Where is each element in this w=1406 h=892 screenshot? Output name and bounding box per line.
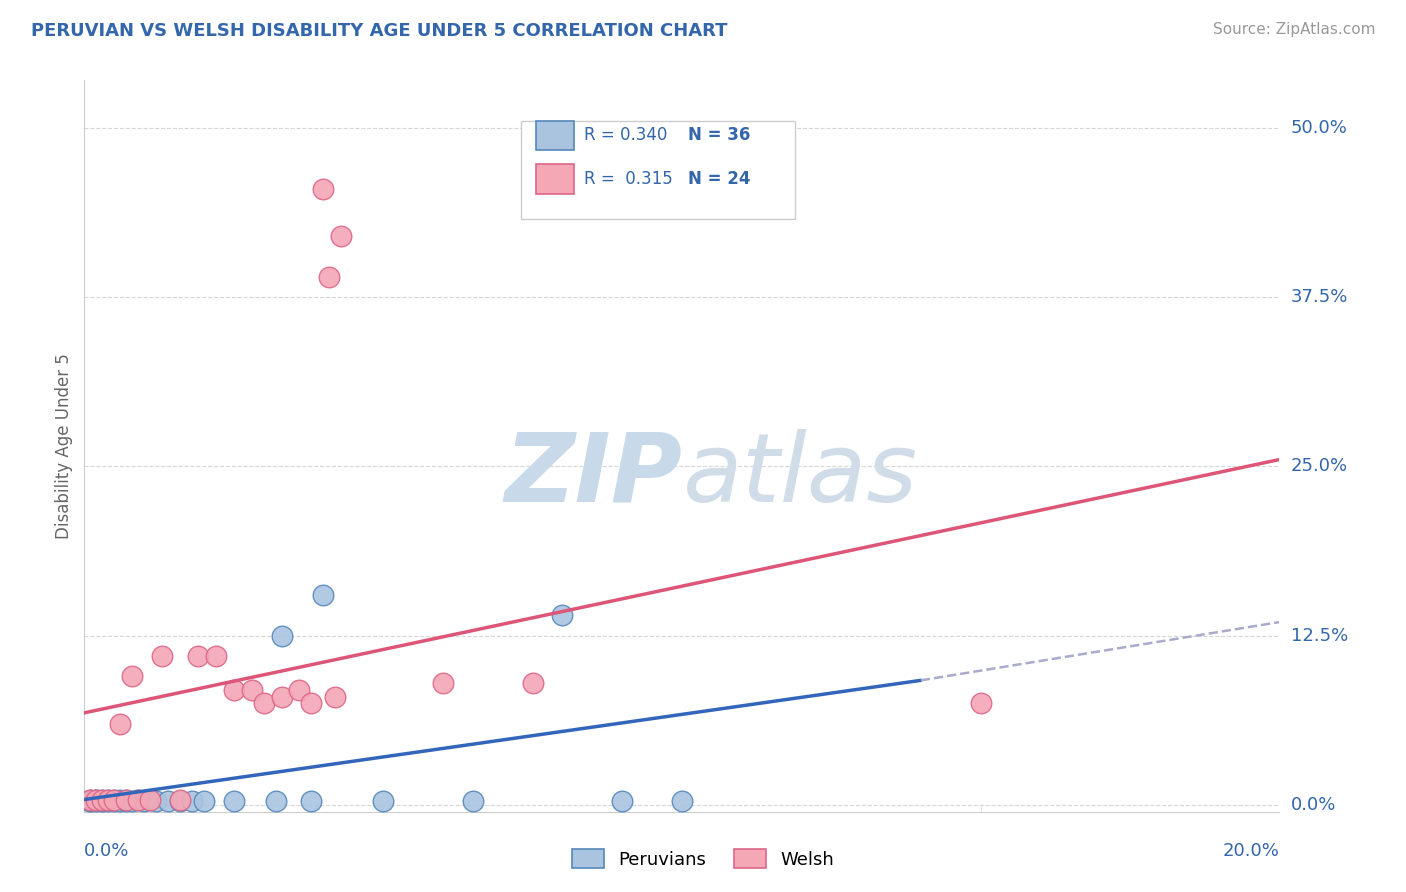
Y-axis label: Disability Age Under 5: Disability Age Under 5 (55, 353, 73, 539)
Text: 50.0%: 50.0% (1291, 119, 1347, 136)
Point (91, 792, 114, 806)
Text: N = 36: N = 36 (688, 126, 751, 145)
Point (301, 794, 323, 808)
Point (139, 792, 162, 806)
Point (127, 792, 149, 806)
Text: ZIP: ZIP (503, 429, 682, 522)
Point (325, 690, 347, 704)
Point (79, 792, 101, 806)
Point (115, 792, 138, 806)
Point (150, 648, 173, 663)
Point (318, 269, 340, 284)
Point (264, 794, 287, 808)
Text: 20.0%: 20.0% (1223, 842, 1279, 860)
Point (169, 794, 191, 808)
Point (145, 794, 167, 808)
Text: 0.0%: 0.0% (84, 842, 129, 860)
Point (461, 794, 484, 808)
FancyBboxPatch shape (520, 120, 796, 219)
Point (132, 794, 156, 808)
Point (671, 794, 693, 808)
Point (312, 181, 335, 195)
Point (97, 792, 120, 806)
Point (110, 716, 132, 731)
Point (222, 682, 245, 697)
Text: atlas: atlas (682, 429, 917, 522)
Point (86, 792, 108, 806)
Point (187, 648, 209, 663)
Point (121, 794, 143, 808)
Point (86, 792, 108, 806)
Text: R =  0.315: R = 0.315 (583, 170, 672, 188)
Point (110, 794, 132, 808)
Point (103, 792, 125, 806)
Point (157, 794, 180, 808)
Point (79, 794, 101, 808)
Point (181, 794, 204, 808)
Point (86, 792, 108, 806)
Point (288, 682, 311, 697)
Point (240, 682, 263, 697)
Point (169, 792, 191, 806)
Point (110, 792, 132, 806)
Point (103, 794, 125, 808)
Point (139, 792, 162, 806)
Text: 0.0%: 0.0% (1291, 796, 1336, 814)
Point (330, 229, 353, 244)
Point (193, 794, 215, 808)
Text: Source: ZipAtlas.com: Source: ZipAtlas.com (1212, 22, 1375, 37)
Point (91, 794, 114, 808)
Point (91, 792, 114, 806)
Point (373, 794, 395, 808)
Point (612, 794, 634, 808)
Point (970, 697, 993, 711)
Point (115, 794, 138, 808)
Text: PERUVIAN VS WELSH DISABILITY AGE UNDER 5 CORRELATION CHART: PERUVIAN VS WELSH DISABILITY AGE UNDER 5… (31, 22, 727, 40)
Point (205, 648, 228, 663)
Point (86, 794, 108, 808)
Point (79, 792, 101, 806)
Point (91, 794, 114, 808)
Point (270, 629, 292, 643)
Point (222, 794, 245, 808)
Text: R = 0.340: R = 0.340 (583, 126, 668, 145)
Point (522, 676, 544, 690)
Legend: Peruvians, Welsh: Peruvians, Welsh (564, 842, 842, 876)
Point (121, 669, 143, 683)
Text: 25.0%: 25.0% (1291, 458, 1348, 475)
Point (432, 676, 454, 690)
FancyBboxPatch shape (536, 164, 575, 194)
Point (115, 792, 138, 806)
FancyBboxPatch shape (536, 120, 575, 150)
Point (312, 588, 335, 602)
Point (253, 697, 276, 711)
Point (127, 792, 149, 806)
Point (97, 794, 120, 808)
Point (97, 792, 120, 806)
Text: 12.5%: 12.5% (1291, 627, 1348, 645)
Point (551, 608, 574, 623)
Point (103, 792, 125, 806)
Text: N = 24: N = 24 (688, 170, 751, 188)
Point (270, 690, 292, 704)
Text: 37.5%: 37.5% (1291, 288, 1348, 306)
Point (301, 697, 323, 711)
Point (79, 794, 101, 808)
